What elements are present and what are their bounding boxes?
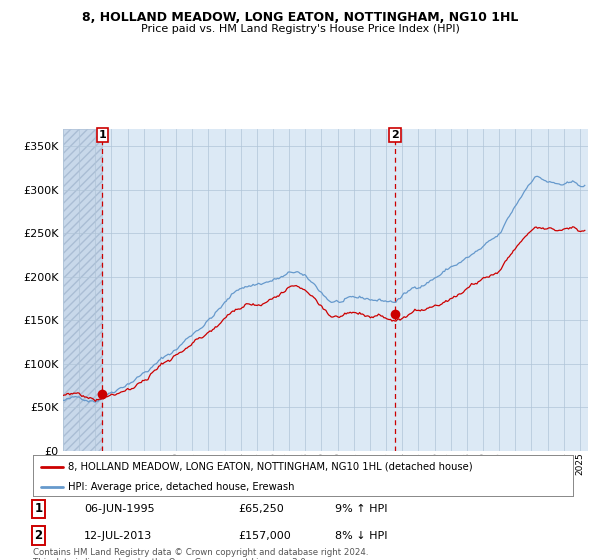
Text: 2: 2	[34, 529, 43, 542]
Text: 1: 1	[98, 130, 106, 141]
Text: £157,000: £157,000	[238, 530, 291, 540]
Text: 1: 1	[34, 502, 43, 515]
Text: HPI: Average price, detached house, Erewash: HPI: Average price, detached house, Erew…	[68, 482, 295, 492]
Bar	[63, 129, 103, 451]
Text: 8, HOLLAND MEADOW, LONG EATON, NOTTINGHAM, NG10 1HL (detached house): 8, HOLLAND MEADOW, LONG EATON, NOTTINGHA…	[68, 461, 473, 472]
Text: 2: 2	[391, 130, 398, 141]
Text: 12-JUL-2013: 12-JUL-2013	[84, 530, 152, 540]
Bar	[63, 129, 103, 451]
Text: £65,250: £65,250	[238, 504, 284, 514]
Text: Price paid vs. HM Land Registry's House Price Index (HPI): Price paid vs. HM Land Registry's House …	[140, 24, 460, 34]
Text: 8, HOLLAND MEADOW, LONG EATON, NOTTINGHAM, NG10 1HL: 8, HOLLAND MEADOW, LONG EATON, NOTTINGHA…	[82, 11, 518, 24]
Text: 8% ↓ HPI: 8% ↓ HPI	[335, 530, 388, 540]
Text: 06-JUN-1995: 06-JUN-1995	[84, 504, 155, 514]
Text: Contains HM Land Registry data © Crown copyright and database right 2024.
This d: Contains HM Land Registry data © Crown c…	[33, 548, 368, 560]
Text: 9% ↑ HPI: 9% ↑ HPI	[335, 504, 388, 514]
